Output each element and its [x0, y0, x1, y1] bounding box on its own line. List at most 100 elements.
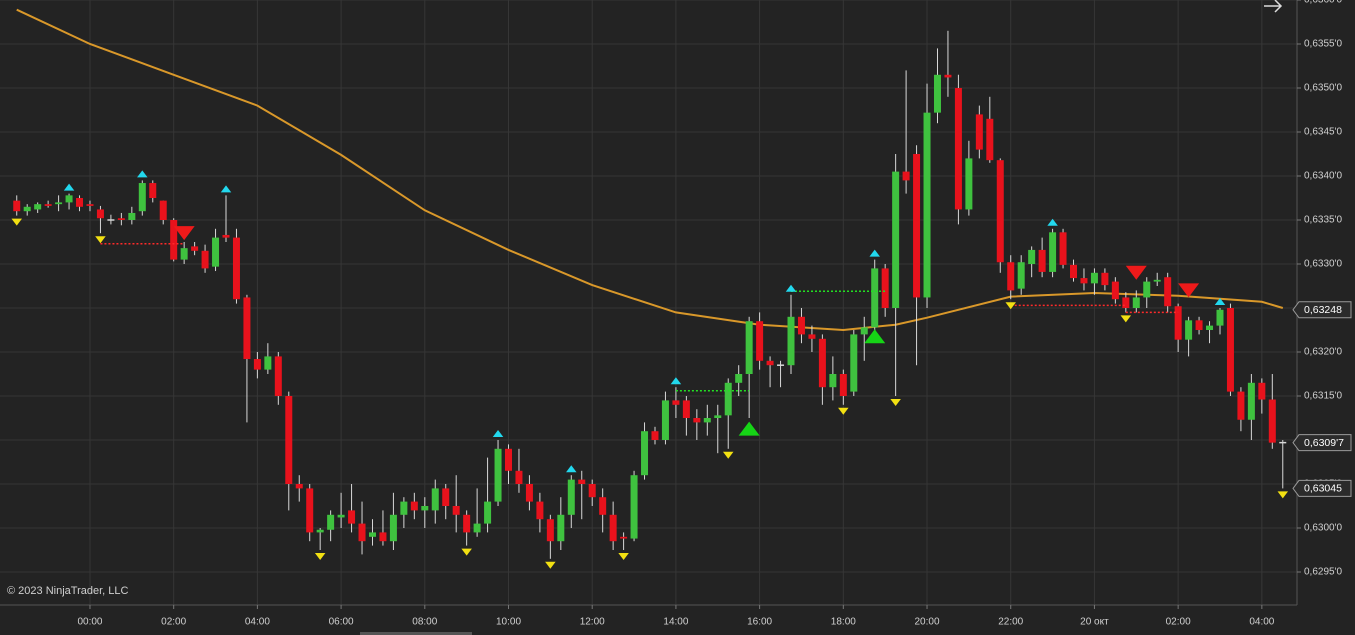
candle-body [348, 510, 356, 524]
scrollbar[interactable] [360, 632, 472, 635]
y-tick-label: 0,6355'0 [1304, 39, 1342, 50]
candle-body [264, 356, 272, 370]
candle-body [306, 488, 314, 533]
y-tick-label: 0,6350'0 [1304, 83, 1342, 94]
up-arrow [670, 377, 682, 385]
candle-body [1237, 391, 1245, 420]
candle-body [1258, 382, 1266, 400]
y-tick-label: 0,6295'0 [1304, 567, 1342, 578]
candle-body [452, 506, 460, 515]
sell-signal [1178, 283, 1200, 298]
candle-body [400, 501, 408, 515]
candle-body [484, 501, 492, 524]
y-tick-label: 0,6340'0 [1304, 171, 1342, 182]
candle-body [724, 382, 732, 416]
arrow-icon[interactable] [1264, 0, 1283, 13]
candle-body [630, 475, 638, 539]
down-arrow [722, 451, 734, 459]
candle-body [295, 484, 303, 489]
y-tick-label: 0,6330'0 [1304, 259, 1342, 270]
candle-body [1049, 232, 1057, 272]
price-marker [1292, 479, 1352, 497]
candle-body [1122, 297, 1130, 308]
candle-body [86, 204, 94, 206]
candle-body [871, 268, 879, 328]
candle-body [1059, 232, 1067, 265]
candle-body [651, 431, 659, 440]
x-tick-label: 04:00 [245, 617, 270, 628]
candle-body [159, 200, 167, 220]
candle-body [1206, 325, 1214, 330]
x-tick-label: 00:00 [77, 617, 102, 628]
candle-body [96, 209, 104, 219]
candle-body [1164, 277, 1172, 307]
candle-body [1070, 264, 1078, 279]
y-tick-label: 0,6360'0 [1304, 0, 1342, 6]
candle-body [860, 327, 868, 335]
candle-body [881, 268, 889, 308]
x-tick-label: 16:00 [747, 617, 772, 628]
candle-body [76, 198, 84, 207]
candle-body [55, 202, 63, 205]
down-arrow [1120, 315, 1132, 323]
up-arrow [869, 249, 880, 257]
candle-body [253, 359, 261, 370]
candle-body [641, 431, 649, 476]
candle-body [1216, 309, 1224, 326]
candle-body [368, 532, 376, 537]
price-marker-label: 0,6309'7 [1304, 437, 1344, 449]
y-tick-label: 0,6335'0 [1304, 215, 1342, 226]
down-arrow [838, 407, 849, 415]
up-arrow [220, 185, 232, 193]
candle-body [1028, 249, 1036, 264]
candle-body [1038, 249, 1046, 272]
candle-body [316, 529, 324, 533]
up-arrow [137, 170, 148, 178]
down-arrow [95, 236, 106, 244]
candle-body [703, 418, 711, 423]
candle-body [1143, 281, 1151, 298]
price-marker [1292, 301, 1352, 319]
candle-body [358, 523, 366, 542]
x-tick-label: 08:00 [412, 617, 437, 628]
price-marker-label: 0,63248 [1304, 304, 1342, 316]
candle-body [34, 204, 42, 210]
y-tick-label: 0,6315'0 [1304, 391, 1342, 402]
y-tick-label: 0,6345'0 [1304, 127, 1342, 138]
candle-body [808, 334, 816, 339]
candle-body [996, 160, 1004, 263]
buy-signal [738, 421, 760, 436]
candle-body [525, 484, 533, 502]
candle-body [232, 237, 240, 300]
x-tick-label: 06:00 [329, 617, 354, 628]
candle-body [1226, 308, 1234, 392]
candle-body [1111, 281, 1119, 300]
candle-body [829, 374, 837, 388]
candle-body [243, 297, 251, 360]
down-arrow [890, 399, 901, 406]
candle-body [892, 171, 900, 308]
candle-body [902, 171, 910, 181]
candle-body [285, 396, 293, 484]
candle-body [1080, 278, 1088, 284]
up-arrow [492, 430, 504, 437]
candle-body [274, 356, 282, 396]
axes: 0,6295'00,6300'00,6305'00,6310'00,6315'0… [77, 0, 1352, 628]
candle-body [557, 514, 565, 542]
plot [11, 8, 1289, 569]
candle-body [1174, 306, 1182, 340]
candle-body [818, 338, 826, 388]
candle-body [1268, 399, 1276, 443]
candle-body [578, 479, 586, 484]
x-tick-label: 18:00 [831, 617, 856, 628]
candle-body [693, 418, 701, 423]
candle-body [410, 501, 418, 511]
candle-body [515, 470, 523, 484]
x-tick-label: 12:00 [580, 617, 605, 628]
candle-body [588, 484, 596, 498]
y-tick-label: 0,6300'0 [1304, 523, 1342, 534]
candle-body [389, 514, 397, 542]
x-tick-label: 02:00 [1166, 617, 1191, 628]
y-tick-label: 0,6320'0 [1304, 347, 1342, 358]
